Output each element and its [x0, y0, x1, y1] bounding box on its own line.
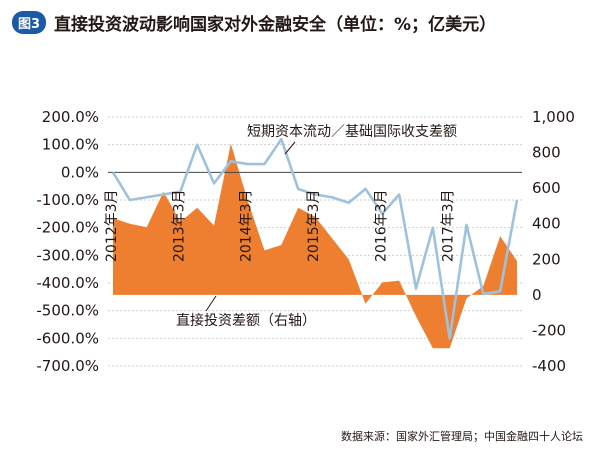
source-note: 数据来源：国家外汇管理局；中国金融四十人论坛	[341, 429, 583, 443]
left-axis-tick-label: 200.0%	[42, 108, 99, 126]
right-axis-tick-label: -400	[532, 357, 566, 375]
right-axis-tick-label: 800	[532, 144, 561, 162]
left-axis-tick-label: 0.0%	[61, 163, 99, 181]
x-axis-label: 2013年3月	[171, 189, 187, 262]
annotation-line-series: 短期资本流动／基础国际收支差额	[247, 123, 457, 140]
chart-title: 直接投资波动影响国家对外金融安全（单位：%；亿美元）	[54, 15, 497, 35]
left-axis-tick-label: -600.0%	[36, 329, 99, 347]
left-axis-tick-label: 100.0%	[42, 136, 99, 154]
x-axis-label: 2017年3月	[441, 189, 457, 262]
x-axis-label: 2012年3月	[104, 189, 120, 262]
annotation-area-series: 直接投资差额（右轴）	[176, 312, 316, 329]
right-axis-tick-label: 1,000	[532, 108, 575, 126]
right-axis-tick-label: -200	[532, 321, 566, 339]
annotation-leader-line	[284, 141, 296, 155]
title-row: 图3 直接投资波动影响国家对外金融安全（单位：%；亿美元）	[12, 10, 496, 35]
left-axis-tick-label: -700.0%	[36, 357, 99, 375]
right-axis-tick-label: 0	[532, 286, 542, 304]
left-axis-tick-label: -400.0%	[36, 274, 99, 292]
left-axis-tick-label: -200.0%	[36, 219, 99, 237]
x-axis-label: 2016年3月	[373, 189, 389, 262]
annotation-leader-area	[205, 295, 217, 312]
right-axis-tick-label: 400	[532, 215, 561, 233]
right-axis-tick-label: 200	[532, 250, 561, 268]
series-line-short-term-capital	[111, 137, 519, 340]
left-axis-tick-label: -300.0%	[36, 246, 99, 264]
x-axis-label: 2014年3月	[239, 189, 255, 262]
right-axis-tick-label: 600	[532, 179, 561, 197]
left-axis-tick-label: -100.0%	[36, 191, 99, 209]
figure-badge: 图3	[12, 11, 47, 34]
left-axis-tick-label: -500.0%	[36, 302, 99, 320]
series-area-direct-investment	[113, 143, 517, 349]
x-axis-label: 2015年3月	[306, 189, 322, 262]
